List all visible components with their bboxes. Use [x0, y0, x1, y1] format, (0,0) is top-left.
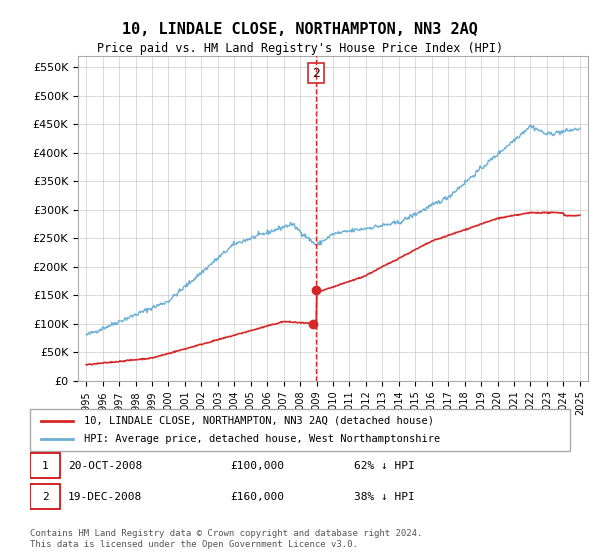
- Text: HPI: Average price, detached house, West Northamptonshire: HPI: Average price, detached house, West…: [84, 434, 440, 444]
- FancyBboxPatch shape: [30, 409, 570, 451]
- Text: 10, LINDALE CLOSE, NORTHAMPTON, NN3 2AQ: 10, LINDALE CLOSE, NORTHAMPTON, NN3 2AQ: [122, 22, 478, 38]
- FancyBboxPatch shape: [30, 454, 60, 478]
- Text: 38% ↓ HPI: 38% ↓ HPI: [354, 492, 415, 502]
- Text: 2: 2: [42, 492, 49, 502]
- Text: £100,000: £100,000: [230, 461, 284, 470]
- Text: 62% ↓ HPI: 62% ↓ HPI: [354, 461, 415, 470]
- Text: 2: 2: [312, 67, 320, 80]
- Text: Price paid vs. HM Land Registry's House Price Index (HPI): Price paid vs. HM Land Registry's House …: [97, 42, 503, 55]
- Text: Contains HM Land Registry data © Crown copyright and database right 2024.
This d: Contains HM Land Registry data © Crown c…: [30, 529, 422, 549]
- Text: 1: 1: [42, 461, 49, 470]
- Text: £160,000: £160,000: [230, 492, 284, 502]
- Text: 20-OCT-2008: 20-OCT-2008: [68, 461, 142, 470]
- Text: 10, LINDALE CLOSE, NORTHAMPTON, NN3 2AQ (detached house): 10, LINDALE CLOSE, NORTHAMPTON, NN3 2AQ …: [84, 416, 434, 426]
- FancyBboxPatch shape: [30, 484, 60, 508]
- Text: 19-DEC-2008: 19-DEC-2008: [68, 492, 142, 502]
